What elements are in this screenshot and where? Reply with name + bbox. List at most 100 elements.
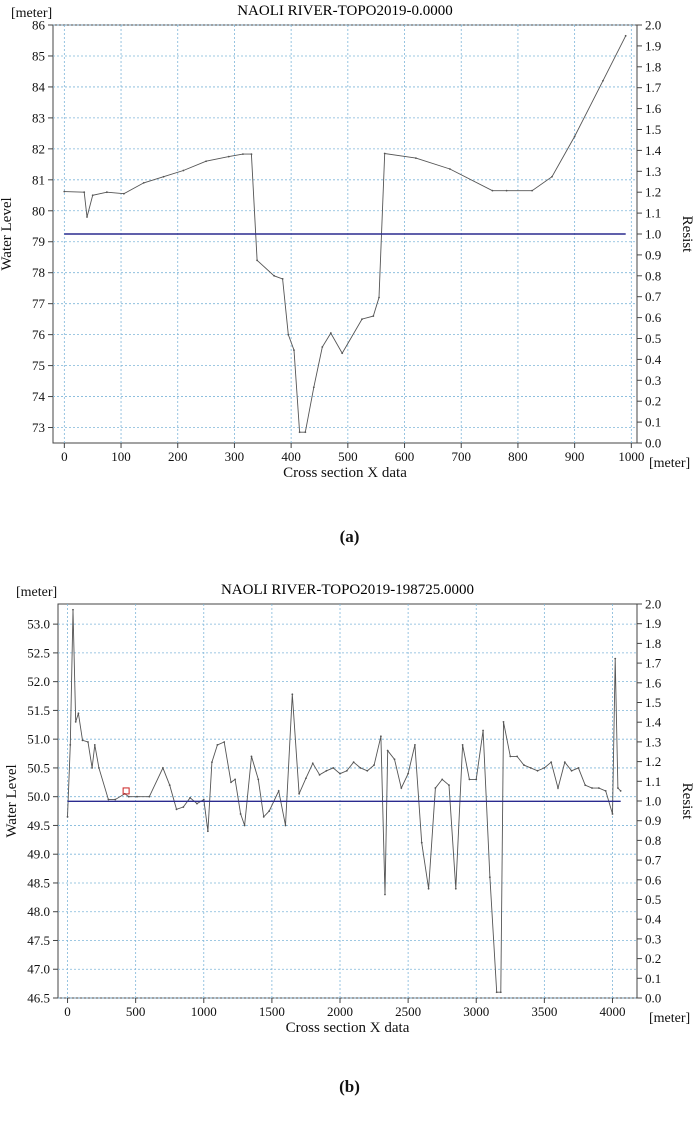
terrain-point [597,787,600,789]
x-tick-label: 3000 [463,1004,489,1019]
y2-tick-label: 1.7 [645,656,662,671]
terrain-point [127,795,130,798]
terrain-point [400,787,403,789]
y2-tick-label: 2.0 [645,597,661,612]
terrain-point [372,315,375,317]
y-tick-label: 81 [32,172,45,187]
x-tick-label: 500 [126,1004,146,1019]
selected-point-marker [122,787,130,795]
terrain-point [122,192,125,195]
terrain-point [345,769,348,772]
terrain-point [352,761,355,764]
x-tick-label: 4000 [599,1004,625,1019]
x-axis-title: Cross section X data [286,1020,410,1036]
terrain-point [448,168,451,170]
terrain-point [516,755,519,758]
x-tick-label: 2000 [327,1004,353,1019]
y2-tick-label: 1.3 [645,164,661,179]
terrain-point [488,876,491,879]
terrain-point [563,761,566,764]
terrain-point [407,772,410,775]
terrain-point [162,175,165,178]
terrain-point [619,790,622,792]
y2-tick-label: 0.9 [645,247,661,262]
y2-axis-title: Resist [679,216,695,254]
terrain-point [584,784,587,787]
terrain-point [196,802,198,805]
y2-tick-label: 1.2 [645,754,661,769]
terrain-point [386,749,389,752]
terrain-point [182,169,185,172]
x-tick-label: 500 [338,449,358,464]
terrain-point [298,792,301,795]
y2-tick-label: 0.4 [645,912,662,927]
y-tick-label: 84 [32,79,46,94]
terrain-point [393,758,396,761]
x-tick-label: 1000 [191,1004,217,1019]
terrain-point [175,808,178,811]
x-tick-label: 400 [281,449,301,464]
y2-tick-label: 1.5 [645,122,661,137]
terrain-point [420,841,423,844]
y2-tick-label: 0.6 [645,872,662,887]
terrain-point [262,815,265,818]
terrain-point [281,277,284,280]
y-tick-label: 47.0 [27,962,50,977]
y-tick-label: 50.0 [27,789,50,804]
terrain-point [414,157,417,160]
terrain-point [604,790,607,792]
terrain-point [550,761,553,764]
y2-tick-label: 1.2 [645,185,661,200]
y2-tick-label: 0.8 [645,833,661,848]
terrain-point [427,887,430,890]
terrain-point [273,274,276,277]
terrain-point [332,767,335,769]
y-tick-label: 75 [32,358,45,373]
terrain-point [77,712,80,715]
terrain-point [216,744,219,746]
terrain-point [105,191,108,194]
terrain-point [268,810,271,812]
y2-tick-label: 0.1 [645,415,661,430]
x-tick-label: 800 [508,449,528,464]
x-tick-label: 700 [451,449,471,464]
y-tick-label: 51.5 [27,703,50,718]
x-tick-label: 1000 [618,449,644,464]
y2-tick-label: 1.8 [645,636,661,651]
y2-tick-label: 1.9 [645,616,661,631]
y-tick-label: 83 [32,110,45,125]
terrain-point [69,744,72,746]
terrain-point [570,769,573,772]
terrain-point [63,190,66,193]
terrain-point [378,296,380,299]
terrain-point [277,790,280,792]
terrain-point [148,795,151,798]
y-tick-label: 47.5 [27,933,50,948]
y2-tick-label: 1.9 [645,38,661,53]
y2-tick-label: 0.6 [645,310,662,325]
y-tick-label: 74 [32,389,46,404]
terrain-point [250,755,253,758]
terrain-point [189,796,192,799]
y2-tick-label: 2.0 [645,18,661,33]
x-tick-label: 0 [61,449,68,464]
y-tick-label: 51.0 [27,732,50,747]
y-tick-label: 77 [32,296,46,311]
terrain-point [250,153,253,156]
terrain-point [298,431,301,434]
y2-tick-label: 0.5 [645,892,661,907]
x-tick-label: 600 [395,449,415,464]
terrain-point [448,784,450,787]
y2-tick-label: 0.7 [645,853,662,868]
terrain-point [573,135,576,138]
y2-tick-label: 1.3 [645,734,661,749]
chart-a-svg: 0 100 200 300 400 500 600 700 800 900 1000 73 74 75 76… [0,3,695,481]
y-tick-label: 53.0 [27,617,50,632]
y2-tick-label: 0.8 [645,268,661,283]
y2-tick-label: 0.3 [645,931,661,946]
y-tick-label: 80 [32,203,45,218]
terrain-point [234,778,237,781]
terrain-point [557,787,559,789]
y2-tick-label: 0.2 [645,394,661,409]
terrain-point [168,784,171,787]
